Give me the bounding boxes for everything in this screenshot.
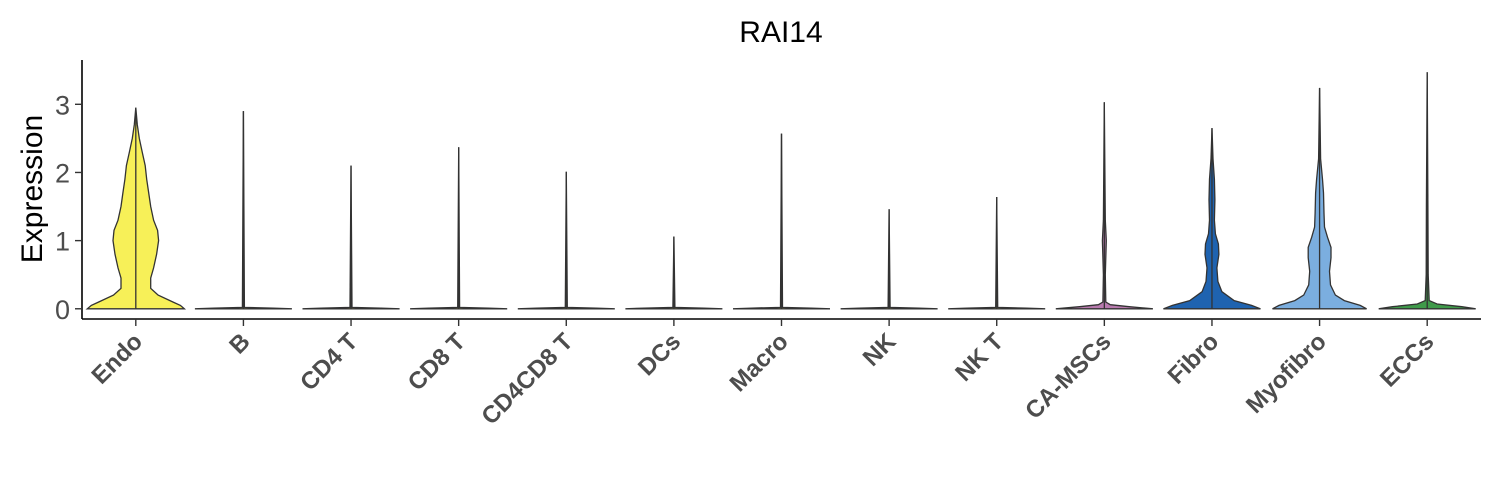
x-tick-label: Endo <box>87 328 149 390</box>
y-tick-label: 3 <box>55 90 70 120</box>
x-tick-label: Myofibro <box>1241 328 1332 419</box>
y-axis-ticks: 0 1 2 3 <box>55 90 82 325</box>
x-tick-label: CD4 T <box>295 328 363 396</box>
y-tick-label: 2 <box>55 158 70 188</box>
y-tick-label: 0 <box>55 295 70 325</box>
x-tick-label: NK <box>858 328 902 372</box>
x-tick-label: NK T <box>950 328 1009 387</box>
violins-layer <box>85 72 1476 310</box>
x-tick-label: B <box>224 328 255 359</box>
y-axis-label: Expression <box>16 115 49 263</box>
x-axis-ticks: Endo B CD4 T CD8 T CD4CD8 T DCs Macro NK NK T CA-… <box>87 319 1439 430</box>
x-tick-label: Macro <box>725 328 794 397</box>
x-tick-label: CD8 T <box>403 328 471 396</box>
chart-title: RAI14 <box>739 16 822 49</box>
y-tick-label: 1 <box>55 227 70 257</box>
x-tick-label: ECCs <box>1375 328 1439 392</box>
x-tick-label: DCs <box>633 328 686 381</box>
x-tick-label: Fibro <box>1163 328 1225 390</box>
x-tick-label: CA-MSCs <box>1020 328 1116 424</box>
x-tick-label: CD4CD8 T <box>476 328 578 430</box>
